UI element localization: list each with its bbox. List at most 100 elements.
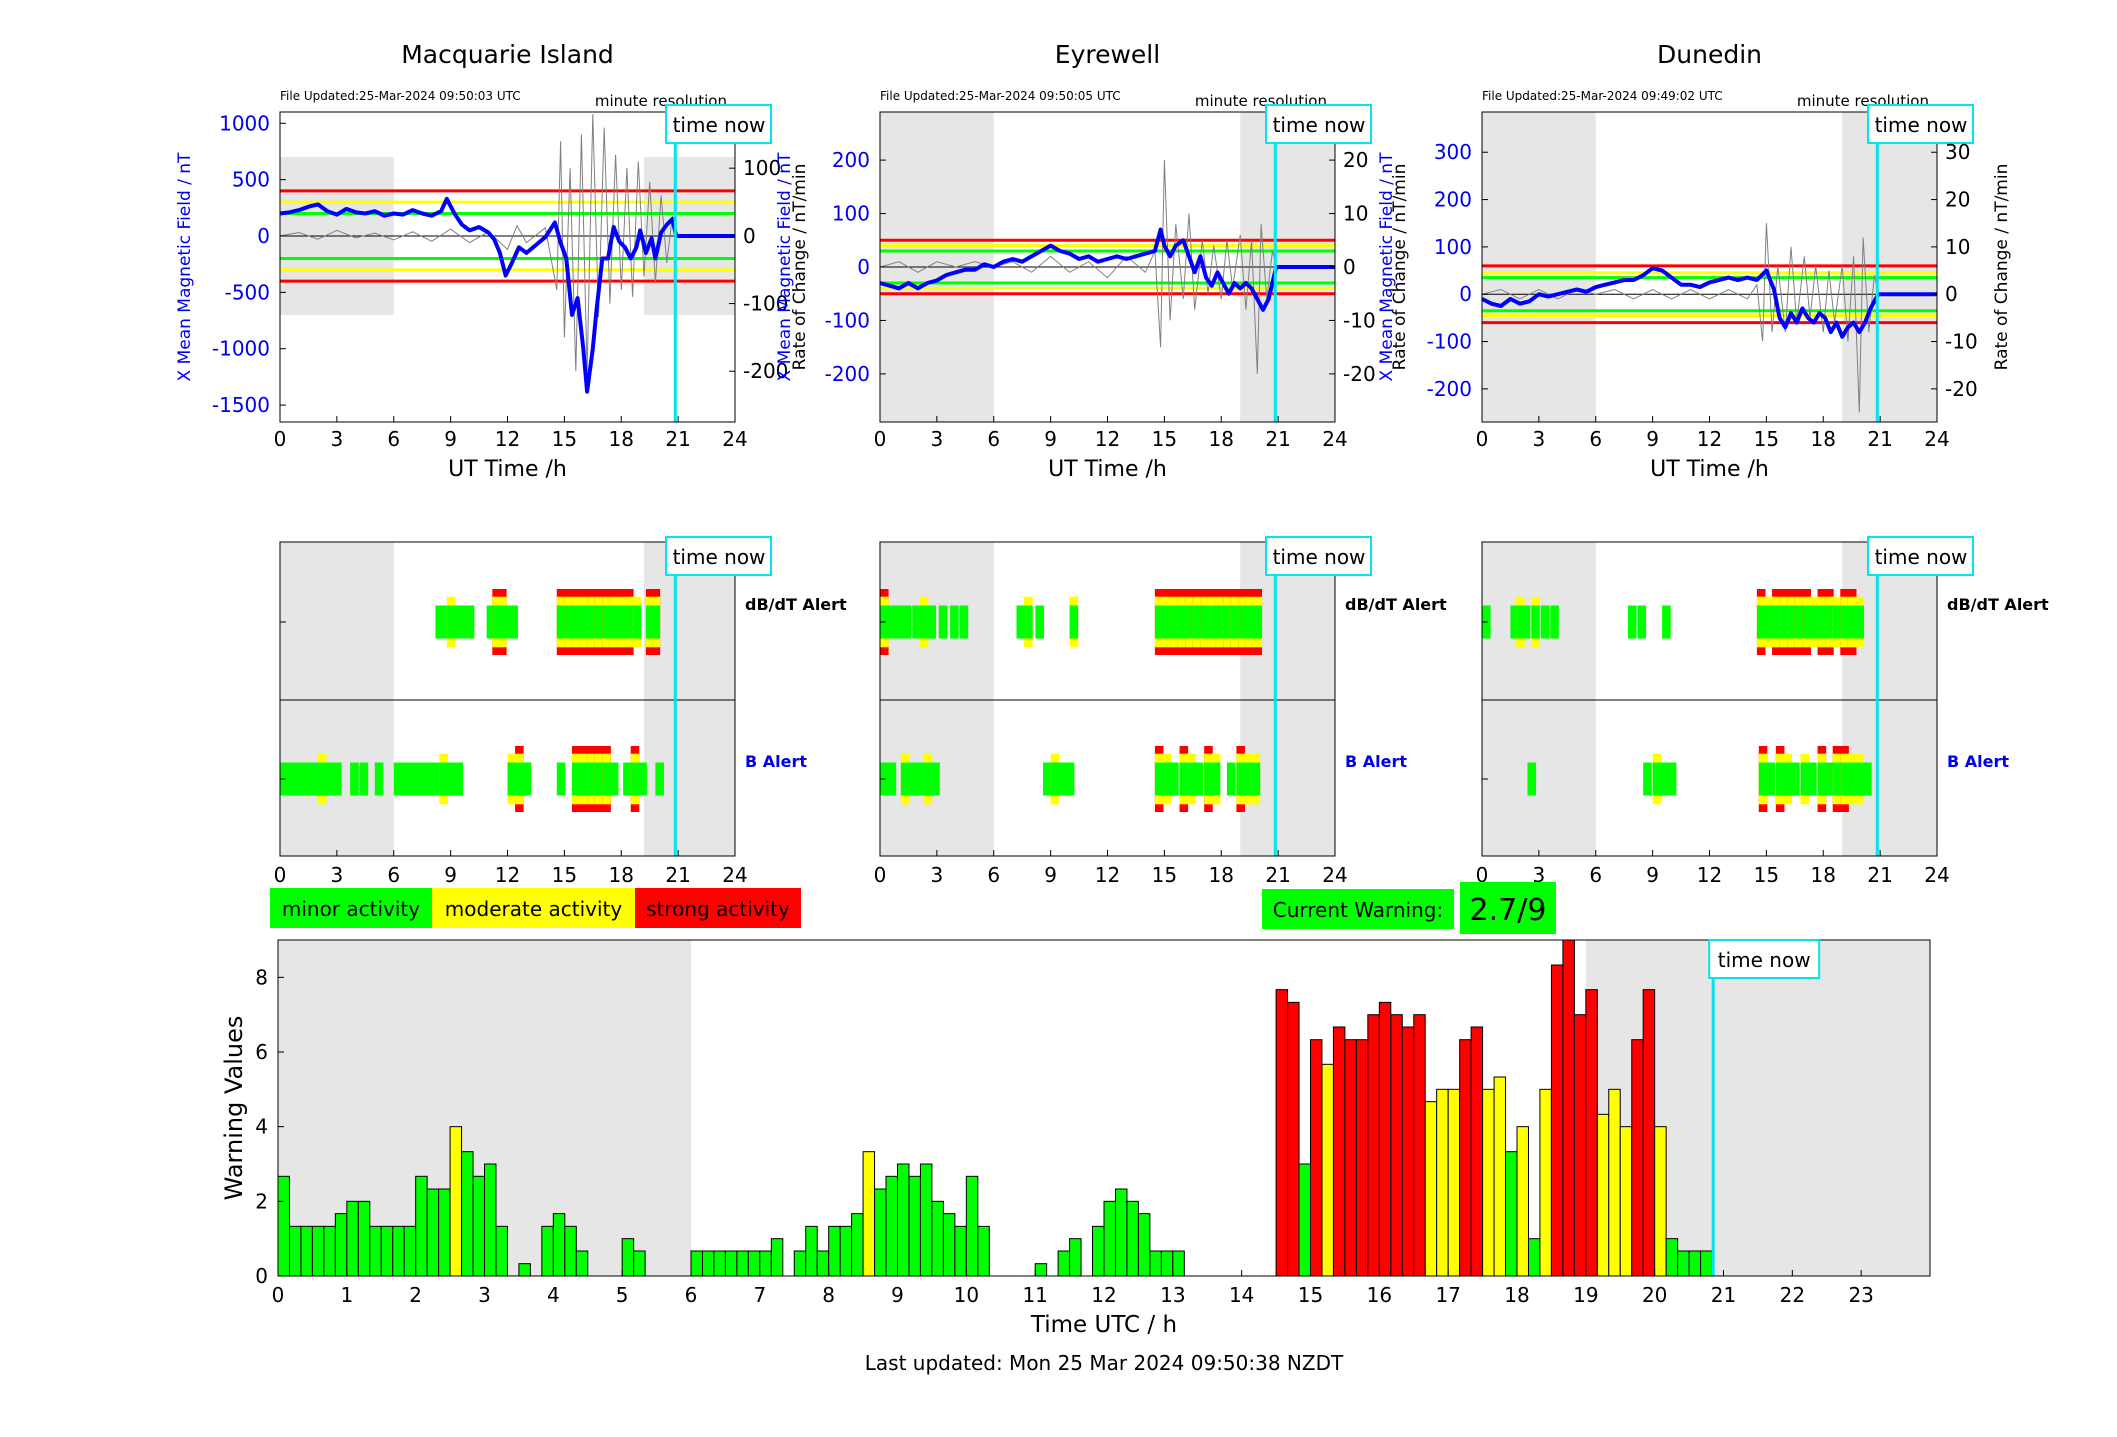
b-alert-label: B Alert	[1947, 752, 2009, 771]
x-tick-label: 15	[1152, 863, 1177, 887]
night-shade	[880, 542, 994, 856]
b-alert-label: B Alert	[745, 752, 807, 771]
x-tick-label: 9	[1044, 863, 1057, 887]
warning-bar	[323, 1225, 336, 1277]
warning-bar	[575, 1250, 589, 1277]
alert-segment	[1162, 605, 1172, 639]
y-right-tick-label: 20	[1343, 148, 1368, 172]
x-tick-label: 18	[1209, 863, 1234, 887]
rate-of-change-series	[1481, 223, 1879, 413]
alert-segment	[1627, 605, 1637, 639]
y-left-tick-label: 500	[232, 168, 270, 192]
alert-segment	[408, 762, 418, 796]
warning-bar	[828, 1225, 841, 1277]
x-tick-label: 6	[387, 863, 400, 887]
warning-bar	[495, 1225, 508, 1277]
warning-bar	[633, 1250, 646, 1277]
alert-segment	[1825, 762, 1834, 796]
alert-segment	[950, 605, 959, 639]
warning-bar	[380, 1225, 394, 1277]
warning-bar	[931, 1200, 944, 1277]
alert-segment	[1521, 605, 1531, 639]
y-tick-label: 4	[255, 1115, 268, 1139]
alert-segment	[912, 605, 921, 639]
x-tick-label: 9	[444, 863, 457, 887]
warning-bar	[1436, 1088, 1449, 1277]
file-updated-text: File Updated:25-Mar-2024 09:50:03 UTC	[280, 89, 521, 103]
x-tick-label: 1	[340, 1283, 353, 1307]
warning-bar	[919, 1163, 933, 1277]
x-tick-label: 15	[1754, 427, 1779, 451]
warning-bar	[1378, 1001, 1392, 1277]
x-tick-label: 24	[1322, 863, 1347, 887]
x-axis-label: Time UTC / h	[1030, 1312, 1177, 1338]
x-tick-label: 3	[331, 427, 344, 451]
y-right-tick-label: 10	[1945, 235, 1970, 259]
warning-bar	[1160, 1250, 1174, 1277]
warning-bar	[1447, 1088, 1461, 1277]
alert-segment	[1154, 605, 1164, 639]
b-alert-label: B Alert	[1345, 752, 1407, 771]
warning-bar	[1092, 1225, 1105, 1277]
warning-bar	[736, 1250, 749, 1277]
y-right-tick-label: -200	[743, 359, 788, 383]
legend-label-moderate: moderate activity	[445, 897, 623, 921]
alert-segment	[902, 605, 912, 639]
alert-segment	[1204, 762, 1213, 796]
y-tick-label: 2	[255, 1189, 268, 1213]
y-left-tick-label: 0	[857, 255, 870, 279]
warning-bar	[942, 1213, 956, 1277]
alert-segment	[503, 605, 513, 639]
alert-segment	[492, 605, 501, 639]
warning-bar	[1390, 1014, 1403, 1277]
warning-bar	[541, 1225, 554, 1277]
alert-segment	[655, 762, 664, 796]
warning-bar	[1539, 1088, 1552, 1277]
alert-segment	[1817, 605, 1827, 639]
alert-segment	[498, 605, 507, 639]
y-left-tick-label: 0	[257, 224, 270, 248]
x-tick-label: 21	[1867, 427, 1892, 451]
alert-segment	[1863, 762, 1872, 796]
warning-bar	[403, 1225, 417, 1277]
warning-bar	[713, 1250, 726, 1277]
alert-segment	[287, 762, 297, 796]
warning-bar	[954, 1225, 967, 1277]
alert-segment	[1192, 605, 1202, 639]
alert-segment	[452, 605, 462, 639]
y-right-tick-label: 0	[1945, 282, 1958, 306]
warning-bar	[1310, 1039, 1323, 1277]
x-tick-label: 19	[1573, 1283, 1598, 1307]
warning-bar	[862, 1151, 876, 1277]
station-title: Dunedin	[1657, 40, 1762, 69]
legend-swatch-minor	[270, 888, 432, 928]
x-tick-label: 6	[1589, 427, 1602, 451]
y-right-tick-label: 30	[1945, 140, 1970, 164]
alert-segment	[1516, 605, 1525, 639]
y-right-axis-label: Rate of Change / nT/min	[790, 164, 810, 371]
warning-bar	[816, 1250, 830, 1277]
alert-segment	[1540, 605, 1550, 639]
alert-segment	[625, 605, 634, 639]
alert-segment	[931, 762, 940, 796]
y-left-axis-label: X Mean Magnetic Field / nT	[775, 152, 795, 382]
x-tick-label: 4	[547, 1283, 560, 1307]
alert-segment	[1847, 605, 1857, 639]
alert-segment	[1244, 762, 1253, 796]
warning-bar	[472, 1175, 485, 1277]
warning-bar	[839, 1225, 853, 1277]
warning-bar	[300, 1225, 313, 1277]
time-now-label: time now	[673, 113, 766, 137]
alert-segment	[571, 605, 581, 639]
alert-segment	[401, 762, 410, 796]
x-tick-label: 3	[931, 427, 944, 451]
y-right-tick-label: 0	[743, 224, 756, 248]
legend-label-strong: strong activity	[646, 897, 790, 921]
x-tick-label: 12	[495, 427, 520, 451]
alert-segment	[900, 762, 910, 796]
warning-bar	[415, 1175, 428, 1277]
warning-bar	[1700, 1250, 1713, 1277]
warning-bar	[1367, 1014, 1380, 1277]
y-left-tick-label: 200	[1434, 188, 1472, 212]
alert-segment	[1855, 605, 1865, 639]
